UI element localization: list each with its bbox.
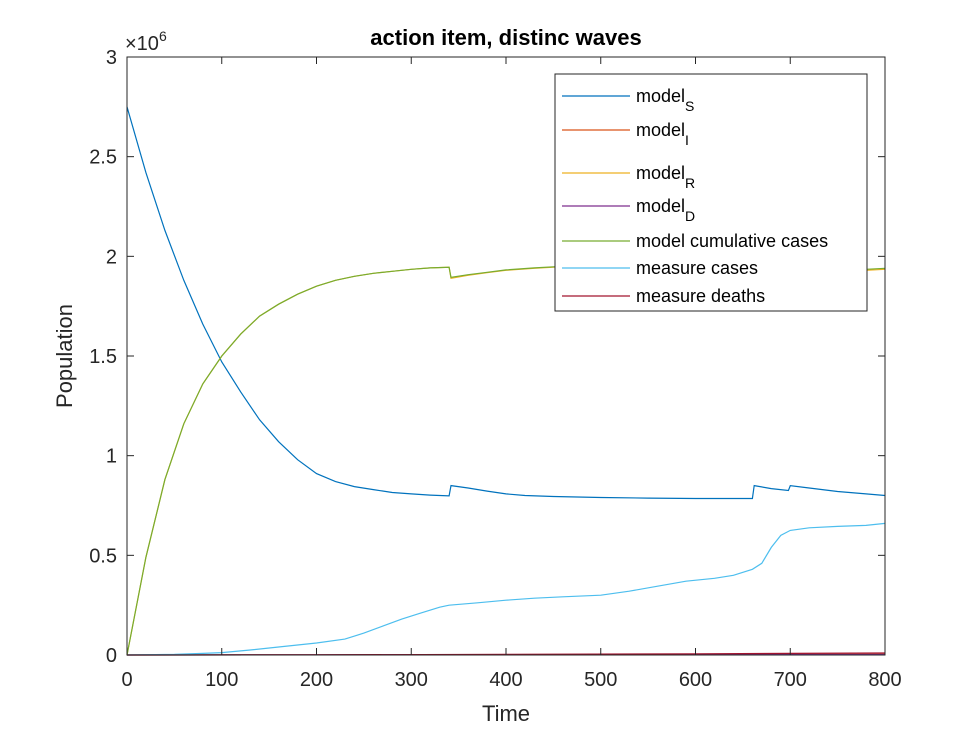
x-tick-label-5: 500 [584, 669, 617, 691]
x-tick-label-2: 200 [300, 669, 333, 691]
legend-label-name-6: measure deaths [636, 286, 765, 306]
y-tick-label-1: 0.5 [89, 545, 117, 567]
x-tick-label-1: 100 [205, 669, 238, 691]
y-exponent-power: 6 [159, 28, 167, 44]
y-tick-label-2: 1 [106, 446, 117, 468]
legend-label-subscript-2: R [685, 175, 695, 191]
svg-text:×106: ×106 [125, 28, 167, 55]
legend-label-subscript-3: D [685, 208, 695, 224]
legend-label-name-4: model cumulative cases [636, 231, 828, 251]
legend-label-subscript-1: I [685, 132, 689, 148]
legend-label-subscript-0: S [685, 98, 694, 114]
x-axis-title: Time [482, 701, 530, 726]
y-tick-label-0: 0 [106, 645, 117, 667]
series-line-0 [126, 106, 886, 500]
legend-label-name-2: model [636, 163, 685, 183]
ticks-layer: 0 100 200 300 400 500 600 700 800 0 0.5 1 1.5 2 2.5 3 [89, 47, 902, 691]
legend-label-0: modelS [636, 86, 694, 114]
legend-label-6: measure deaths [636, 286, 765, 306]
legend-label-4: model cumulative cases [636, 231, 828, 251]
y-exponent-base: ×10 [125, 33, 159, 55]
y-tick-label-3: 1.5 [89, 346, 117, 368]
legend-label-name-1: model [636, 120, 685, 140]
x-tick-label-4: 400 [489, 669, 522, 691]
series-line-4 [126, 265, 886, 656]
x-tick-label-0: 0 [121, 669, 132, 691]
x-tick-label-6: 600 [679, 669, 712, 691]
y-tick-label-6: 3 [106, 47, 117, 69]
y-exponent-label: ×106 [125, 28, 167, 55]
series-line-5 [126, 522, 886, 656]
legend-label-name-3: model [636, 196, 685, 216]
legend-label-5: measure cases [636, 258, 758, 278]
legend-label-name-0: model [636, 86, 685, 106]
x-tick-label-7: 700 [774, 669, 807, 691]
legend-label-name-5: measure cases [636, 258, 758, 278]
y-tick-label-5: 2.5 [89, 147, 117, 169]
x-tick-label-3: 300 [395, 669, 428, 691]
legend-box [554, 73, 868, 312]
y-tick-label-4: 2 [106, 246, 117, 268]
legend-label-2: modelR [636, 163, 695, 191]
legend-label-1: modelI [636, 120, 689, 148]
chart-title: action item, distinc waves [370, 25, 641, 50]
legend-label-3: modelD [636, 196, 695, 224]
y-axis-title: Population [52, 304, 77, 408]
x-tick-label-8: 800 [868, 669, 901, 691]
